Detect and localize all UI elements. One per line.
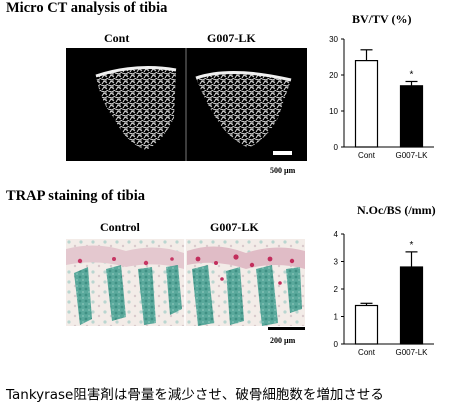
trap-scale-bar — [268, 327, 305, 330]
bvtv-chart-title: BV/TV (%) — [352, 12, 412, 26]
bvtv-chart: 0 10 20 30 Cont * G007-LK — [329, 35, 434, 160]
bvtv-y-tick-label: 10 — [329, 107, 338, 116]
micro-ct-cont-bone — [95, 66, 177, 150]
micro-ct-image — [66, 48, 307, 161]
ocbs-chart: 0 1 2 3 4 Cont * G007-LK — [334, 230, 434, 357]
trap-image — [66, 239, 305, 326]
trap-label-control: Control — [100, 220, 140, 234]
trap-label-g007lk: G007-LK — [210, 220, 259, 234]
bvtv-y-tick-label: 0 — [334, 143, 339, 152]
bvtv-bar-g007-lk — [399, 85, 424, 148]
micro-ct-label-cont: Cont — [104, 31, 130, 45]
ocbs-y-tick-label: 0 — [334, 340, 339, 349]
micro-ct-g007lk-bone — [195, 71, 292, 148]
ocbs-significance-star: * — [410, 240, 414, 251]
trap-control-tissue — [66, 245, 184, 325]
micro-ct-scale-label: 500 µm — [270, 166, 296, 175]
ocbs-x-label: Cont — [358, 348, 376, 357]
trap-g007lk-tissue — [187, 246, 305, 326]
ocbs-y-tick-label: 2 — [334, 285, 339, 294]
bvtv-y-tick-label: 20 — [329, 71, 338, 80]
bvtv-significance-star: * — [410, 69, 414, 80]
bvtv-x-label: G007-LK — [395, 151, 428, 160]
ocbs-y-tick-label: 3 — [334, 258, 339, 267]
ocbs-bar-g007-lk — [399, 266, 424, 345]
ocbs-y-tick-label: 4 — [334, 230, 339, 239]
trap-scale-label: 200 µm — [270, 336, 296, 345]
ocbs-bar-cont — [354, 304, 379, 345]
bvtv-y-tick-label: 30 — [329, 35, 338, 44]
bvtv-x-label: Cont — [358, 151, 376, 160]
trap-title: TRAP staining of tibia — [6, 188, 145, 204]
micro-ct-title: Micro CT analysis of tibia — [6, 0, 168, 16]
bvtv-bar-cont — [354, 60, 379, 148]
ocbs-y-tick-label: 1 — [334, 313, 339, 322]
ocbs-x-label: G007-LK — [395, 348, 428, 357]
micro-ct-label-g007lk: G007-LK — [207, 31, 256, 45]
ocbs-chart-title: N.Oc/BS (/mm) — [357, 203, 436, 217]
figure-caption: Tankyrase阻害剤は骨量を減少させ、破骨細胞数を増加させる — [6, 387, 384, 403]
micro-ct-scale-bar — [273, 151, 292, 155]
